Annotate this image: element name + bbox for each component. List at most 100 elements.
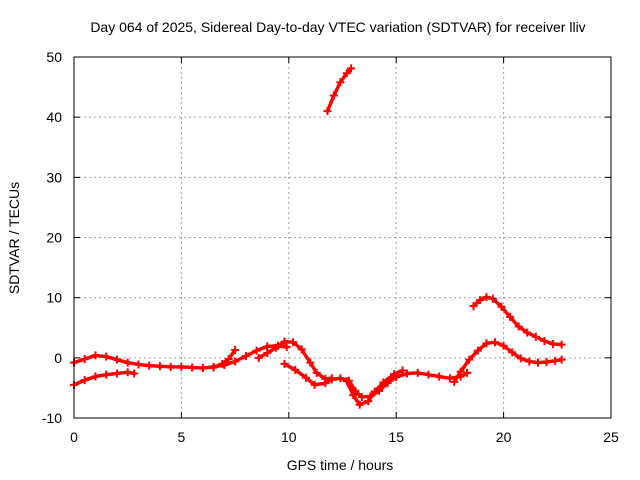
- x-tick-label: 15: [388, 429, 404, 445]
- data-point: [398, 366, 407, 375]
- data-point: [491, 338, 500, 347]
- data-point: [209, 363, 218, 372]
- data-point: [349, 391, 358, 400]
- y-axis-label: SDTVAR / TECUs: [6, 182, 22, 294]
- data-point: [523, 328, 532, 337]
- series-track-c: [209, 346, 240, 372]
- data-point: [280, 359, 289, 368]
- data-point: [342, 377, 351, 386]
- data-point: [508, 348, 517, 357]
- data-point: [321, 379, 330, 388]
- data-point: [306, 358, 315, 367]
- data-point: [370, 387, 379, 396]
- data-point: [145, 361, 154, 370]
- data-series: [70, 64, 566, 409]
- data-point: [497, 302, 506, 311]
- data-point: [465, 355, 474, 364]
- data-point: [155, 362, 164, 371]
- data-point: [301, 373, 310, 382]
- data-point: [469, 302, 478, 311]
- data-point: [475, 296, 484, 305]
- series-track-f: [342, 366, 407, 409]
- data-point: [310, 380, 319, 389]
- data-point: [379, 378, 388, 387]
- data-point: [525, 357, 534, 366]
- data-point: [297, 345, 306, 354]
- data-point: [557, 355, 566, 364]
- data-point: [291, 365, 300, 374]
- data-point: [130, 369, 139, 378]
- chart-title: Day 064 of 2025, Sidereal Day-to-day VTE…: [90, 19, 585, 35]
- x-tick-label: 20: [496, 429, 512, 445]
- data-point: [347, 64, 356, 73]
- data-point: [482, 293, 491, 302]
- data-point: [271, 343, 280, 352]
- data-point: [342, 69, 351, 78]
- data-point: [473, 346, 482, 355]
- data-point: [329, 91, 338, 100]
- data-point: [435, 372, 444, 381]
- data-point: [336, 374, 345, 383]
- series-track-a: [70, 341, 291, 373]
- data-point: [80, 355, 89, 364]
- data-point: [282, 343, 291, 352]
- data-point: [252, 346, 261, 355]
- data-point: [198, 364, 207, 373]
- data-point: [323, 107, 332, 116]
- x-tick-label: 5: [178, 429, 186, 445]
- series-track-h: [450, 338, 566, 386]
- data-point: [531, 332, 540, 341]
- x-tick-label: 25: [603, 429, 619, 445]
- data-point: [231, 357, 240, 366]
- data-point: [224, 355, 233, 364]
- data-point: [402, 369, 411, 378]
- data-point: [540, 336, 549, 345]
- data-point: [456, 367, 465, 376]
- data-point: [241, 352, 250, 361]
- x-axis-label: GPS time / hours: [287, 457, 394, 473]
- data-point: [424, 370, 433, 379]
- data-point: [551, 356, 560, 365]
- data-point: [280, 337, 289, 346]
- y-tick-label: -10: [42, 410, 62, 426]
- data-point: [357, 392, 366, 401]
- data-point: [514, 322, 523, 331]
- data-point: [312, 368, 321, 377]
- data-point: [327, 375, 336, 384]
- data-point: [533, 358, 542, 367]
- data-point: [123, 358, 132, 367]
- x-tick-label: 0: [70, 429, 78, 445]
- data-point: [557, 340, 566, 349]
- y-tick-label: 0: [54, 350, 62, 366]
- data-point: [188, 363, 197, 372]
- data-point: [516, 354, 525, 363]
- data-point: [488, 294, 497, 303]
- data-point: [112, 369, 121, 378]
- series-line: [345, 368, 405, 407]
- y-tick-label: 50: [46, 49, 62, 65]
- data-point: [102, 352, 111, 361]
- data-point: [364, 397, 373, 406]
- grid-lines: [74, 57, 611, 418]
- data-point: [463, 368, 472, 377]
- series-track-i: [469, 293, 566, 349]
- data-point: [445, 374, 454, 383]
- data-point: [112, 355, 121, 364]
- data-point: [549, 339, 558, 348]
- data-point: [450, 377, 459, 386]
- data-point: [166, 362, 175, 371]
- data-point: [177, 362, 186, 371]
- data-point: [413, 368, 422, 377]
- series-line: [256, 339, 334, 381]
- data-point: [218, 359, 227, 368]
- x-tick-label: 10: [281, 429, 297, 445]
- data-point: [254, 353, 263, 362]
- data-point: [80, 376, 89, 385]
- data-point: [102, 370, 111, 379]
- data-point: [499, 341, 508, 350]
- data-point: [289, 338, 298, 347]
- data-point: [134, 360, 143, 369]
- data-point: [482, 339, 491, 348]
